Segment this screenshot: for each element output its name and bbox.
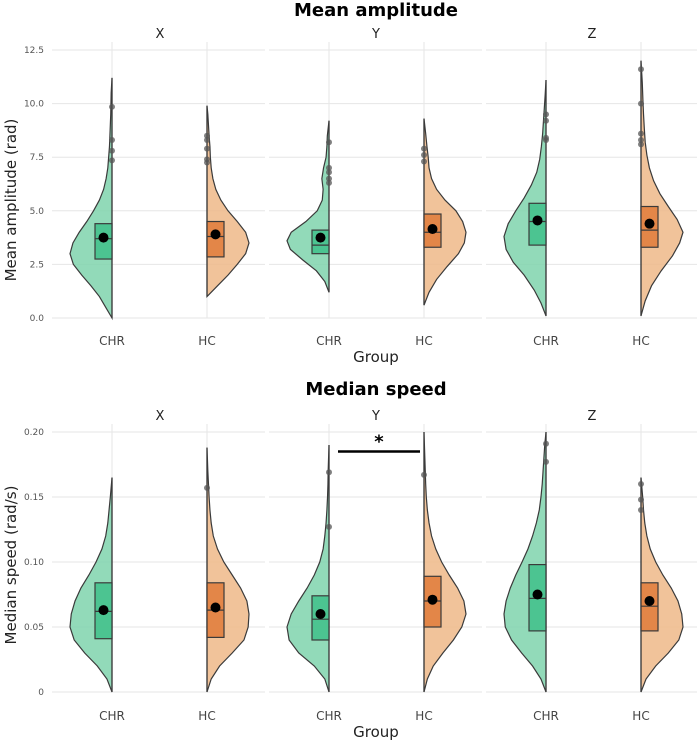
y-tick-label: 10.0 <box>24 100 44 110</box>
outlier-point <box>326 169 332 176</box>
x-tick-hc: HC <box>415 709 432 723</box>
mean-point <box>315 609 326 619</box>
outlier-point <box>638 130 644 137</box>
outlier-point <box>638 141 644 148</box>
outlier-point <box>543 458 549 465</box>
outlier-point <box>326 179 332 186</box>
y-tick-label: 2.5 <box>30 260 44 270</box>
y-tick-label: 0.0 <box>30 314 45 324</box>
panel-median-speed: Median speed Median speed (rad/s) Group … <box>2 379 697 741</box>
y-tick-label: 0.10 <box>24 558 44 568</box>
outlier-point <box>638 481 644 487</box>
outlier-point <box>326 523 332 530</box>
facet-label-y: Y <box>371 409 380 424</box>
outlier-point <box>421 158 427 165</box>
mean-point <box>315 232 326 243</box>
x-axis-label-mean-amplitude: Group <box>353 348 399 366</box>
outlier-point <box>109 147 115 154</box>
violin-chr <box>503 79 547 317</box>
x-tick-hc: HC <box>415 334 432 348</box>
outlier-point <box>204 145 210 152</box>
facet-label-z: Z <box>588 409 597 424</box>
x-tick-hc: HC <box>198 334 215 348</box>
facet-label-x: X <box>156 27 165 42</box>
y-tick-label: 5.0 <box>30 207 45 217</box>
x-axis-label-median-speed: Group <box>353 723 399 741</box>
facet-label-x: X <box>156 409 165 424</box>
significance-star: * <box>374 432 384 453</box>
mean-point <box>210 229 221 240</box>
x-tick-chr: CHR <box>316 334 342 348</box>
outlier-point <box>421 145 427 152</box>
violin-hc <box>423 118 467 306</box>
mean-point <box>427 224 438 235</box>
outlier-point <box>543 440 549 447</box>
x-tick-chr: CHR <box>99 709 125 723</box>
x-tick-hc: HC <box>632 334 649 348</box>
outlier-point <box>638 66 644 73</box>
x-tick-chr: CHR <box>533 334 559 348</box>
outlier-point <box>109 103 115 110</box>
x-tick-chr: CHR <box>316 709 342 723</box>
mean-point <box>98 605 109 616</box>
outlier-point <box>543 137 549 144</box>
outlier-point <box>638 137 644 144</box>
panel-mean-amplitude: Mean amplitude Mean amplitude (rad) Grou… <box>2 0 697 366</box>
chart-title-mean-amplitude: Mean amplitude <box>294 0 458 21</box>
outlier-point <box>204 137 210 144</box>
x-tick-hc: HC <box>198 709 215 723</box>
outlier-point <box>109 137 115 144</box>
mean-point <box>644 218 655 229</box>
outlier-point <box>109 157 115 164</box>
y-axis-label-median-speed: Median speed (rad/s) <box>2 486 20 645</box>
mean-point <box>644 596 655 606</box>
outlier-point <box>421 471 427 478</box>
outlier-point <box>204 159 210 166</box>
outlier-point <box>326 469 332 476</box>
mean-point <box>427 594 438 605</box>
outlier-point <box>543 111 549 118</box>
outlier-point <box>326 139 332 146</box>
outlier-point <box>638 496 644 503</box>
box-hc <box>640 582 659 632</box>
y-tick-label: 0.05 <box>24 623 44 633</box>
y-tick-label: 7.5 <box>30 153 44 163</box>
outlier-point <box>204 484 210 491</box>
outlier-point <box>638 100 644 107</box>
y-tick-label: 12.5 <box>24 46 44 56</box>
y-axis-label-mean-amplitude: Mean amplitude (rad) <box>2 119 20 282</box>
violin-hc <box>640 477 684 693</box>
mean-point <box>98 232 109 243</box>
y-tick-label: 0.20 <box>24 428 44 438</box>
x-tick-chr: CHR <box>99 334 125 348</box>
x-tick-chr: CHR <box>533 709 559 723</box>
mean-point <box>532 589 543 600</box>
mean-point <box>210 602 221 613</box>
y-tick-label: 0 <box>38 688 44 698</box>
mean-point <box>532 215 543 226</box>
outlier-point <box>543 117 549 124</box>
outlier-point <box>204 132 210 139</box>
outlier-point <box>638 507 644 513</box>
outlier-point <box>326 175 332 182</box>
facet-label-y: Y <box>371 27 380 42</box>
outlier-point <box>421 152 427 159</box>
outlier-point <box>326 164 332 171</box>
y-tick-label: 0.15 <box>24 493 44 503</box>
chart-title-median-speed: Median speed <box>305 379 446 400</box>
x-tick-hc: HC <box>632 709 649 723</box>
facet-label-z: Z <box>588 27 597 42</box>
